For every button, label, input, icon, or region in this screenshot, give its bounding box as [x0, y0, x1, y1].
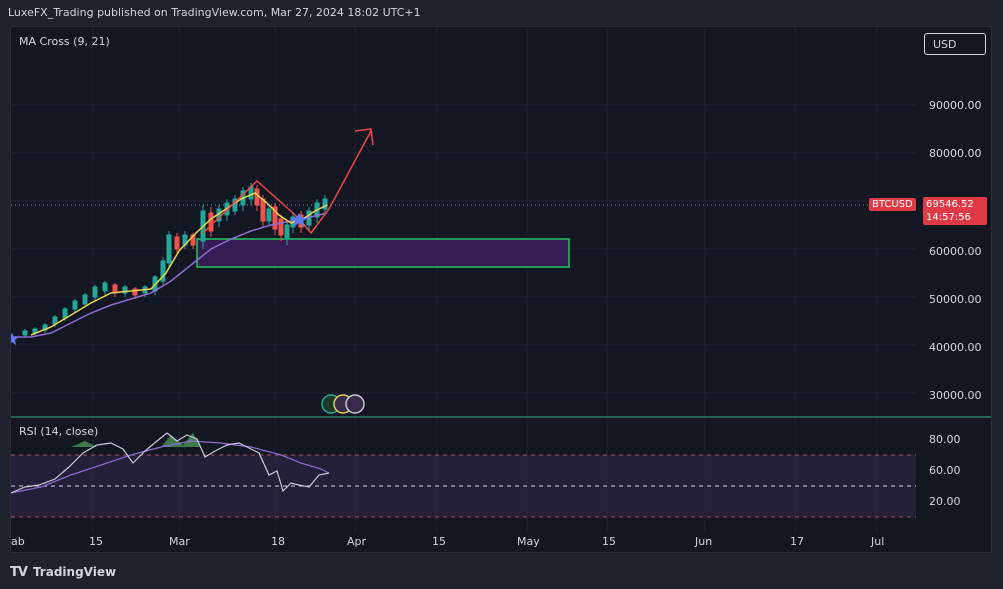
candle [22, 329, 28, 337]
candle [306, 207, 312, 231]
rsi-signal-line [10, 440, 330, 494]
time-tick: 18 [271, 535, 285, 548]
candle [82, 293, 88, 307]
price-badge: 69546.52 14:57:56 [923, 197, 987, 225]
time-axis[interactable]: ab 15 Mar 18 Apr 15 May 15 Jun 17 Jul [11, 532, 916, 552]
time-tick: Jul [871, 535, 885, 548]
candle [112, 283, 118, 297]
brand-name: TradingView [32, 565, 117, 579]
rsi-label[interactable]: RSI (14, close) [19, 425, 99, 438]
projection-arrow [202, 130, 372, 235]
candle [160, 257, 166, 285]
arrow-head [354, 128, 374, 146]
candle [284, 221, 290, 245]
price-tick: 30000.00 [929, 389, 982, 402]
ma-fast-line [30, 192, 328, 336]
rsi-tick: 80.00 [929, 433, 961, 446]
candle [254, 185, 260, 211]
current-price: 69546.52 [926, 199, 974, 210]
chart-area[interactable]: MA Cross (9, 21) USD 90000.00 80000.00 6… [5, 26, 992, 553]
time-tick: Mar [169, 535, 190, 548]
event-flags-icon [321, 394, 365, 414]
chart-svg [5, 27, 991, 532]
candle [208, 207, 214, 237]
candle [102, 281, 108, 295]
price-tick: 60000.00 [929, 245, 982, 258]
grid [11, 27, 916, 532]
candle [232, 195, 238, 215]
candle [166, 231, 172, 267]
price-tick: 40000.00 [929, 341, 982, 354]
candle [272, 203, 278, 235]
rsi-overbought-fill [161, 433, 201, 447]
candle [42, 323, 48, 333]
currency-button[interactable]: USD [924, 33, 986, 55]
time-tick: May [517, 535, 540, 548]
candle [72, 299, 78, 313]
ma-slow-line [11, 212, 328, 338]
price-tick: 90000.00 [929, 99, 982, 112]
indicator-label[interactable]: MA Cross (9, 21) [19, 35, 110, 48]
footer: TV TradingView [10, 562, 116, 582]
candle [174, 233, 180, 253]
cross-marker-icon [290, 213, 308, 227]
time-tick: ab [11, 535, 25, 548]
tradingview-logo-icon: TV [10, 564, 28, 580]
candle [266, 205, 272, 225]
rsi-line [10, 432, 330, 494]
rsi-tick: 60.00 [929, 464, 961, 477]
time-tick: Apr [347, 535, 367, 548]
time-tick: 15 [602, 535, 616, 548]
candle [278, 215, 284, 241]
time-tick: 17 [790, 535, 804, 548]
demand-zone [196, 238, 570, 268]
publish-info: LuxeFX_Trading published on TradingView.… [8, 6, 421, 19]
time-tick: 15 [432, 535, 446, 548]
candle [92, 285, 98, 301]
rsi-tick: 20.00 [929, 495, 961, 508]
price-axis[interactable]: 90000.00 80000.00 60000.00 50000.00 4000… [929, 27, 991, 417]
candle-countdown: 14:57:56 [926, 212, 971, 223]
candle [132, 287, 138, 299]
time-tick: Jun [695, 535, 713, 548]
time-tick: 15 [89, 535, 103, 548]
symbol-badge: BTCUSD [869, 198, 916, 211]
price-tick: 50000.00 [929, 293, 982, 306]
price-tick: 80000.00 [929, 147, 982, 160]
rsi-axis[interactable]: 80.00 60.00 20.00 [929, 417, 991, 532]
start-marker-icon [5, 333, 19, 345]
candle [322, 195, 328, 215]
rsi-overbought-fill [71, 441, 97, 447]
